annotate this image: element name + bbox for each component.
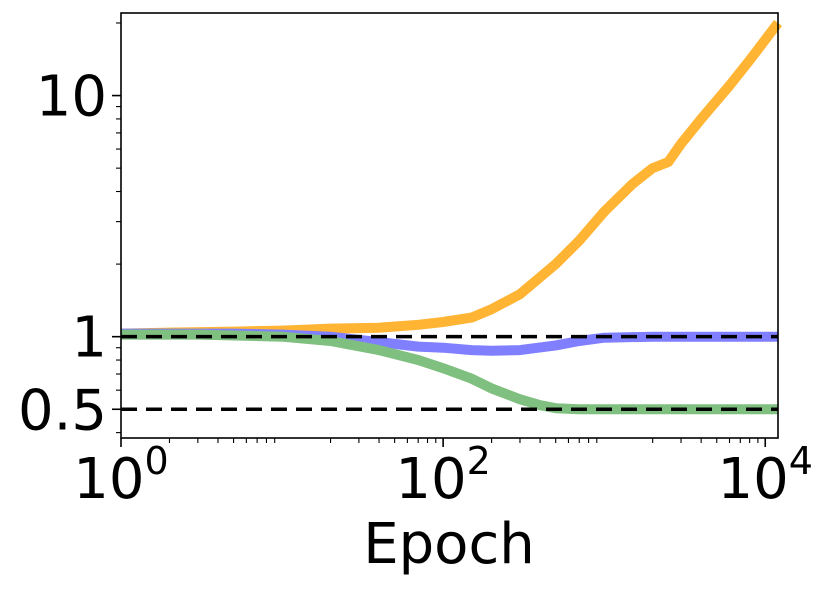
x-axis-label: Epoch (363, 512, 534, 577)
x-tick-label: 102 (395, 439, 490, 512)
x-axis: 100 102 104 (73, 438, 813, 512)
reference-lines (121, 334, 778, 412)
y-tick-label: 10 (36, 65, 107, 130)
series-line-3 (121, 329, 778, 415)
x-tick-label: 104 (718, 439, 813, 512)
series-line-1 (120, 19, 782, 339)
plot-frame (120, 12, 779, 439)
x-tick-label: 100 (73, 439, 168, 512)
y-axis: 0.5 1 10 (18, 22, 121, 443)
series-layer (120, 19, 782, 415)
y-tick-label: 1 (71, 306, 107, 371)
y-tick-label: 0.5 (18, 378, 107, 443)
